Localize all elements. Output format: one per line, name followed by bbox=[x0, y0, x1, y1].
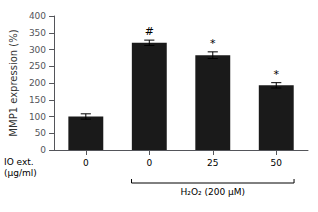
svg-text:IO ext.: IO ext. bbox=[4, 157, 34, 167]
svg-text:(μg/ml): (μg/ml) bbox=[4, 168, 37, 178]
svg-text:0: 0 bbox=[83, 158, 89, 168]
svg-text:50: 50 bbox=[271, 158, 283, 168]
svg-text:50: 50 bbox=[35, 128, 47, 138]
svg-text:*: * bbox=[210, 37, 216, 50]
svg-text:150: 150 bbox=[29, 95, 46, 105]
svg-text:100: 100 bbox=[29, 112, 46, 122]
svg-text:25: 25 bbox=[207, 158, 218, 168]
svg-text:MMP1 expression (%): MMP1 expression (%) bbox=[8, 29, 19, 136]
svg-text:0: 0 bbox=[40, 145, 46, 155]
svg-text:*: * bbox=[274, 68, 280, 81]
svg-text:300: 300 bbox=[29, 45, 46, 55]
svg-text:200: 200 bbox=[29, 78, 46, 88]
svg-text:350: 350 bbox=[29, 28, 46, 38]
svg-text:400: 400 bbox=[29, 11, 46, 21]
svg-text:250: 250 bbox=[29, 61, 46, 71]
svg-text:#: # bbox=[145, 25, 154, 38]
svg-text:0: 0 bbox=[146, 158, 152, 168]
svg-text:H₂O₂ (200 μM): H₂O₂ (200 μM) bbox=[181, 187, 245, 197]
